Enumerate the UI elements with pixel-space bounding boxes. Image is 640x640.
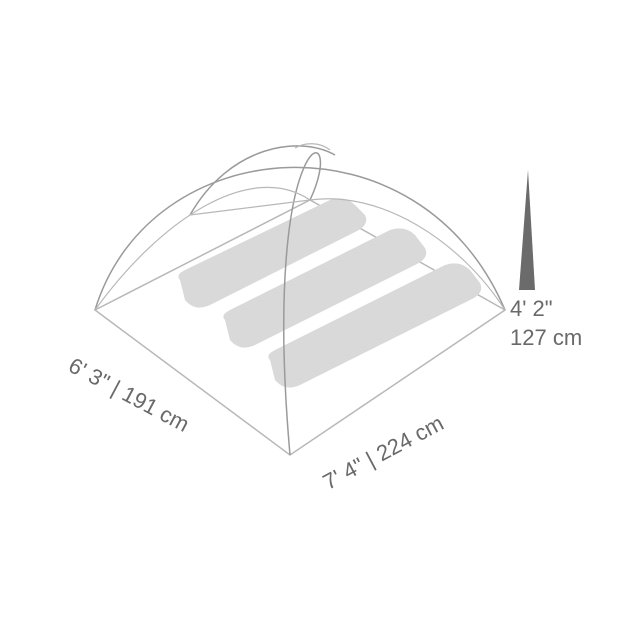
height-label: 4' 2" 127 cm — [510, 295, 582, 352]
height-marker-icon — [519, 170, 535, 290]
height-metric: 127 cm — [510, 324, 582, 353]
sleeping-pads — [178, 198, 481, 387]
height-imperial: 4' 2" — [510, 295, 582, 324]
